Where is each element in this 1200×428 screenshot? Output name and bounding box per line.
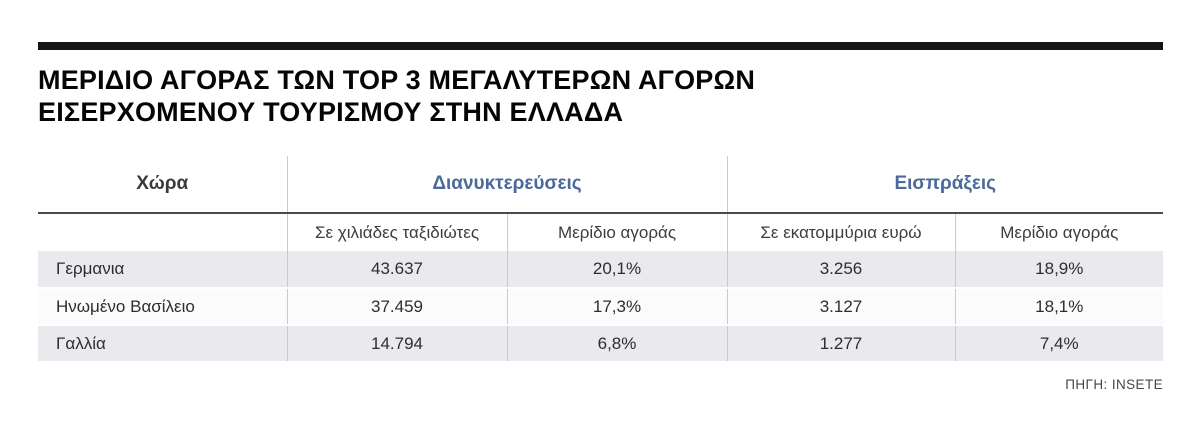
- receipts-share-value: 18,9%: [954, 251, 1164, 290]
- column-group-nights: Διανυκτερεύσεις: [286, 156, 727, 214]
- receipts-share-value: 7,4%: [954, 325, 1164, 364]
- nights-share-value: 17,3%: [506, 288, 727, 327]
- receipts-meur-value: 3.256: [726, 251, 955, 290]
- sub-header-receipts-meur: Σε εκατομμύρια ευρώ: [726, 213, 955, 252]
- page-title: ΜΕΡΙΔΙΟ ΑΓΟΡΑΣ ΤΩΝ TOP 3 ΜΕΓΑΛΥΤΕΡΩΝ ΑΓΟ…: [38, 65, 1163, 128]
- nights-thousands-value: 37.459: [286, 288, 507, 327]
- sub-header-nights-thousands: Σε χιλιάδες ταξιδιώτες: [286, 213, 507, 252]
- column-group-receipts: Εισπράξεις: [726, 156, 1164, 214]
- source-credit: ΠΗΓΗ: INSETE: [1065, 377, 1163, 393]
- sub-header-empty: [38, 213, 287, 252]
- top-accent-bar: [38, 42, 1163, 50]
- country-name: Ηνωμένο Βασίλειο: [38, 288, 287, 327]
- nights-thousands-value: 14.794: [286, 325, 507, 364]
- page-title-line2: ΕΙΣΕΡΧΟΜΕΝΟΥ ΤΟΥΡΙΣΜΟΥ ΣΤΗΝ ΕΛΛΑΔΑ: [38, 96, 624, 127]
- tourism-market-share-table: Χώρα Διανυκτερεύσεις Εισπράξεις Σε χιλιά…: [38, 156, 1164, 364]
- country-name: Γαλλία: [38, 325, 287, 364]
- country-name: Γερμανια: [38, 251, 287, 290]
- nights-share-value: 6,8%: [506, 325, 727, 364]
- receipts-meur-value: 3.127: [726, 288, 955, 327]
- infographic: ΜΕΡΙΔΙΟ ΑΓΟΡΑΣ ΤΩΝ TOP 3 ΜΕΓΑΛΥΤΕΡΩΝ ΑΓΟ…: [38, 42, 1164, 393]
- sub-header-nights-share: Μερίδιο αγοράς: [506, 213, 727, 252]
- nights-thousands-value: 43.637: [286, 251, 507, 290]
- sub-header-row: Σε χιλιάδες ταξιδιώτες Μερίδιο αγοράς Σε…: [38, 213, 1164, 252]
- nights-share-value: 20,1%: [506, 251, 727, 290]
- table-row: Ηνωμένο Βασίλειο 37.459 17,3% 3.127 18,1…: [38, 288, 1164, 327]
- sub-header-receipts-share: Μερίδιο αγοράς: [954, 213, 1164, 252]
- page-title-line1: ΜΕΡΙΔΙΟ ΑΓΟΡΑΣ ΤΩΝ TOP 3 ΜΕΓΑΛΥΤΕΡΩΝ ΑΓΟ…: [38, 65, 756, 95]
- receipts-meur-value: 1.277: [726, 325, 955, 364]
- table-row: Γερμανια 43.637 20,1% 3.256 18,9%: [38, 251, 1164, 290]
- receipts-share-value: 18,1%: [954, 288, 1164, 327]
- table-row: Γαλλία 14.794 6,8% 1.277 7,4%: [38, 325, 1164, 364]
- group-header-row: Χώρα Διανυκτερεύσεις Εισπράξεις: [38, 156, 1164, 214]
- column-header-country: Χώρα: [38, 156, 287, 214]
